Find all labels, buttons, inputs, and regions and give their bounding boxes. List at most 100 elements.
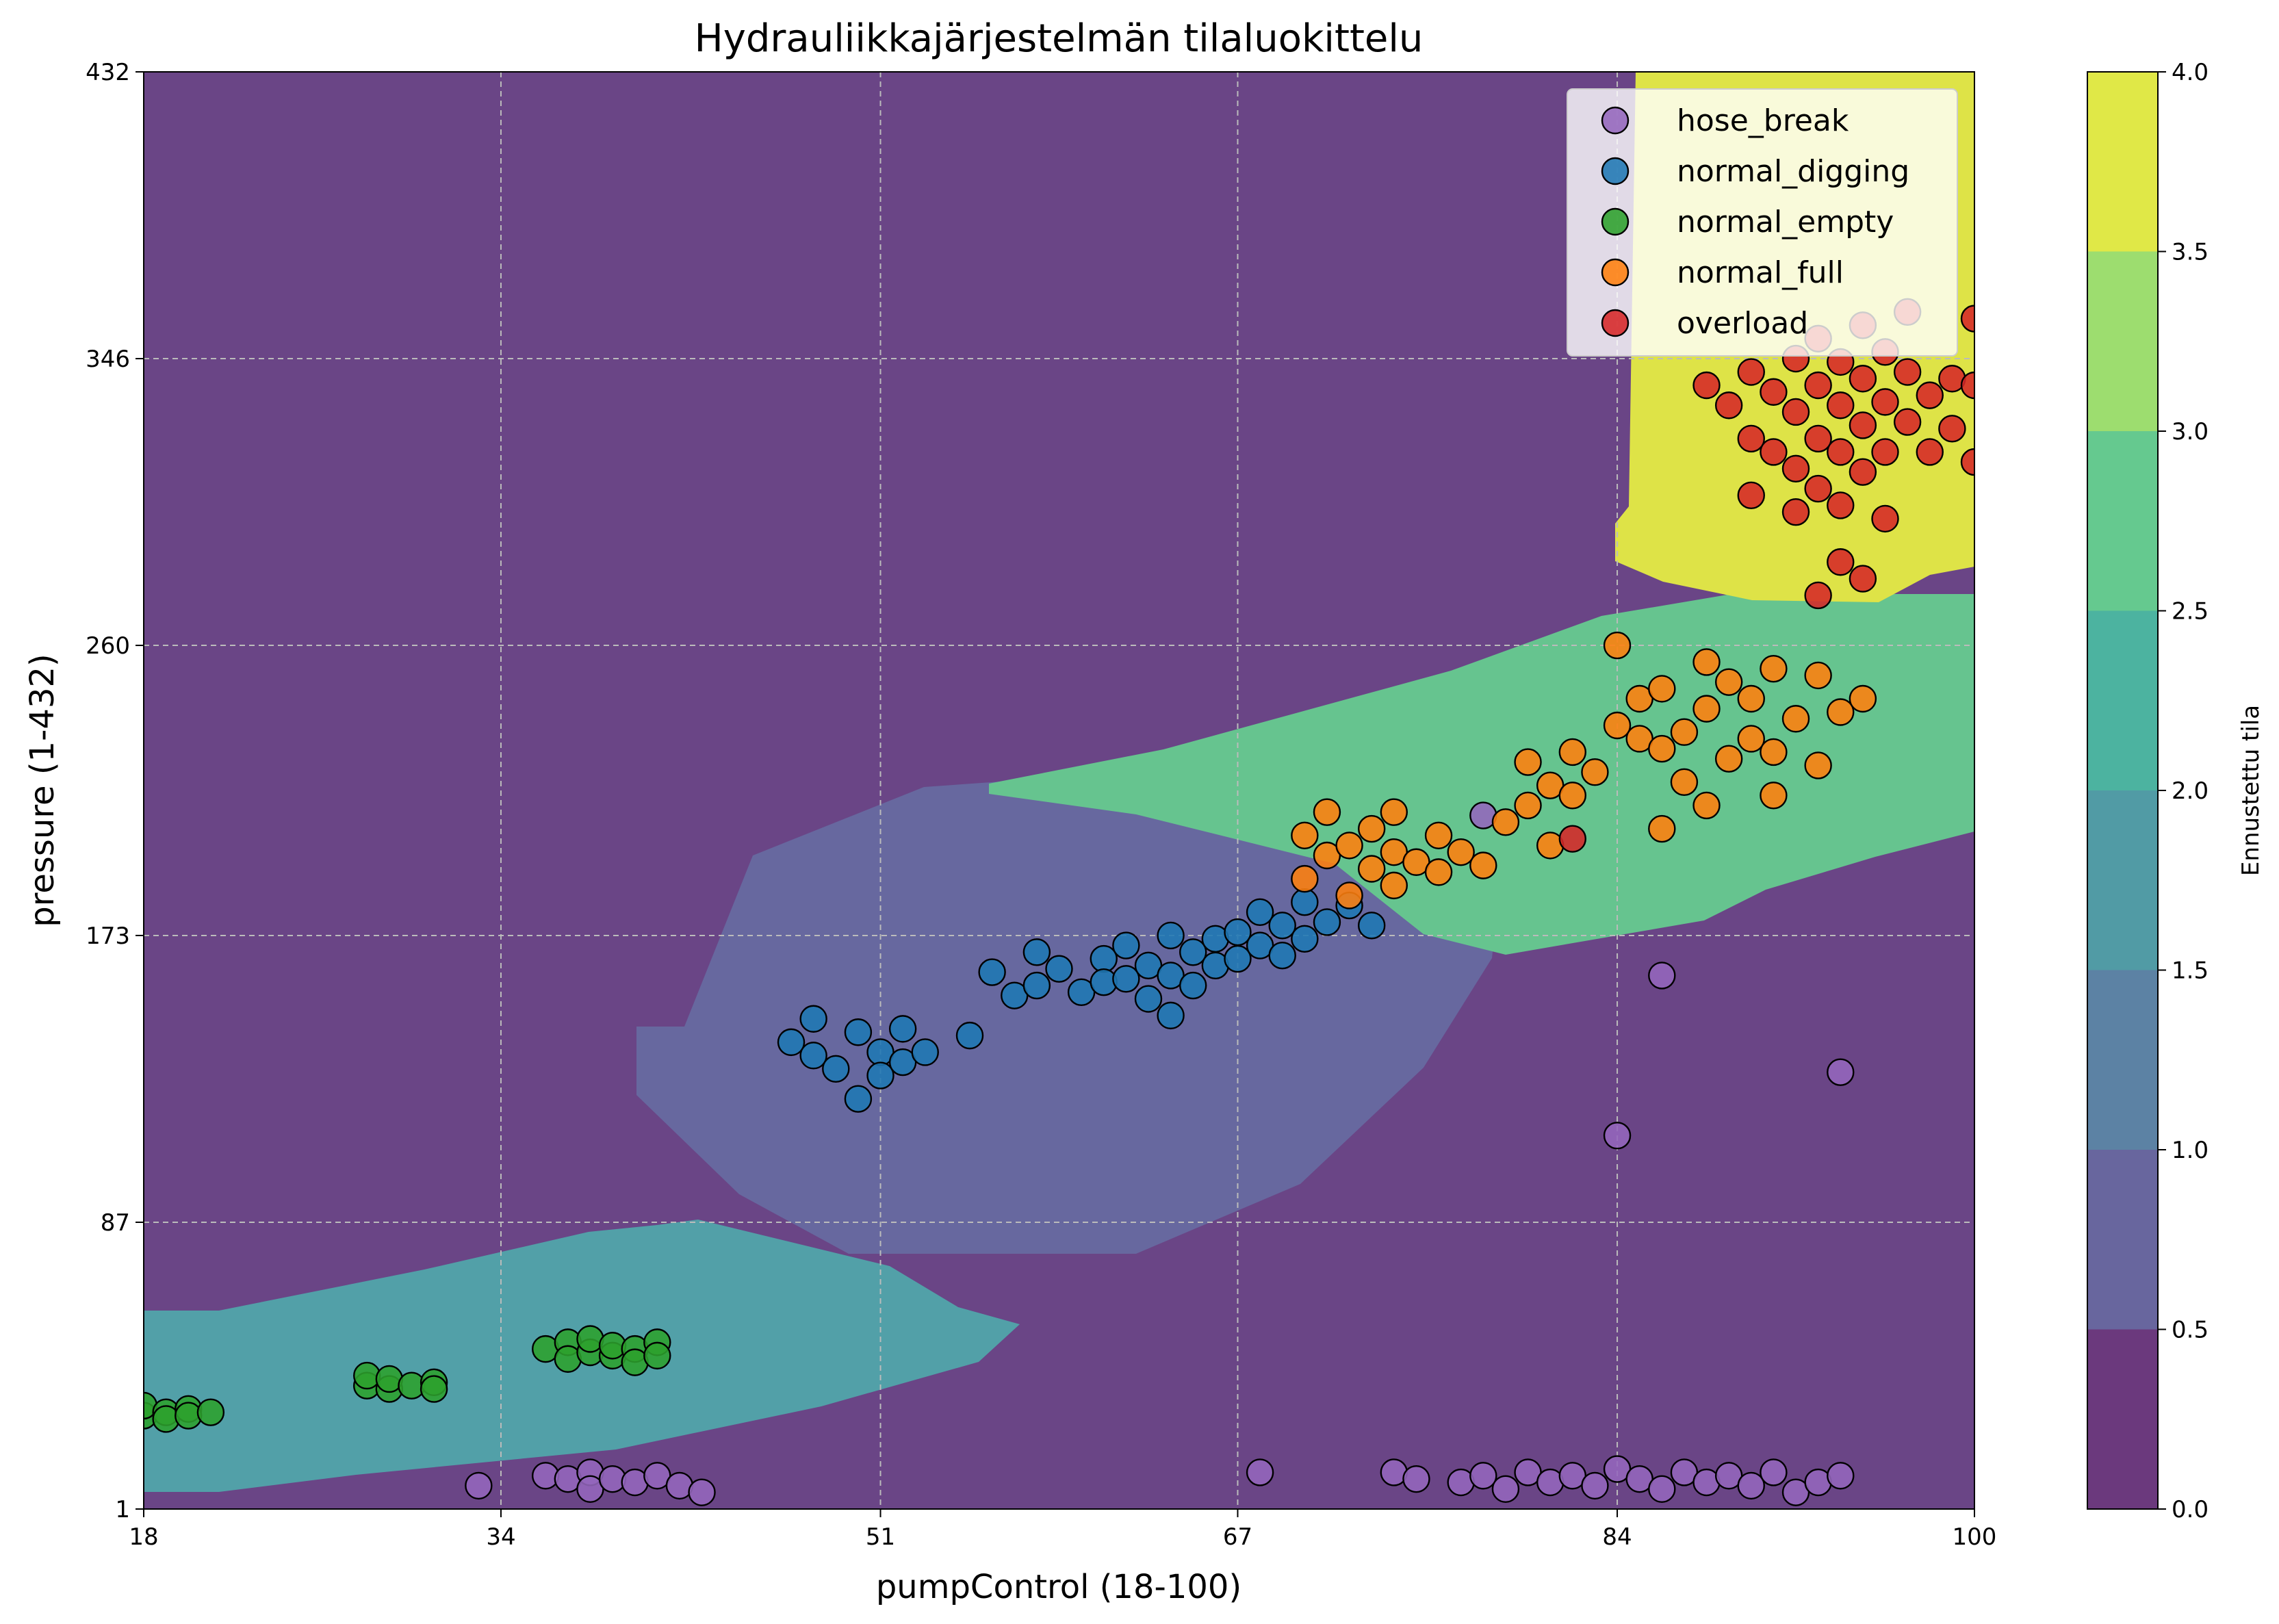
point-normal-full	[1291, 821, 1319, 849]
point-normal-digging	[1268, 912, 1296, 940]
point-normal-digging	[777, 1028, 806, 1057]
grid-lines	[144, 72, 1974, 1509]
point-normal-full	[1358, 855, 1386, 883]
legend-marker-overload	[1601, 309, 1630, 337]
point-normal-full	[1335, 881, 1363, 910]
point-normal-digging	[1179, 971, 1207, 1000]
point-hose-break	[1827, 1058, 1855, 1086]
point-overload	[1714, 391, 1743, 420]
colorbar-tick-label: 2.5	[2172, 598, 2209, 626]
point-normal-full	[1781, 705, 1810, 733]
point-normal-full	[1581, 758, 1609, 786]
legend: hose_break normal_digging normal_emptynorm…	[1567, 88, 1958, 357]
point-normal-full	[1670, 768, 1699, 797]
y-axis-label: pressure (1-432)	[23, 654, 62, 927]
point-overload	[1871, 388, 1899, 416]
point-normal-full	[1380, 871, 1408, 900]
y-tick-label: 1	[115, 1496, 130, 1523]
point-overload	[1871, 438, 1899, 466]
x-tick-label: 67	[1223, 1523, 1252, 1551]
point-normal-full	[1514, 791, 1542, 820]
point-overload	[1827, 548, 1855, 576]
point-overload	[1804, 371, 1832, 400]
point-normal-full	[1692, 648, 1721, 676]
point-normal-full	[1670, 718, 1699, 746]
x-tick-label: 18	[129, 1523, 158, 1551]
point-normal-full	[1291, 864, 1319, 893]
point-hose-break	[688, 1478, 716, 1506]
point-normal-full	[1558, 738, 1587, 766]
point-normal-full	[1714, 668, 1743, 696]
point-normal-digging	[1045, 955, 1073, 983]
legend-label: normal_empty	[1677, 205, 1894, 240]
point-normal-digging	[1268, 941, 1296, 970]
point-normal-full	[1424, 858, 1453, 886]
point-normal-digging	[1224, 918, 1252, 946]
point-normal-full	[1514, 748, 1542, 776]
colorbar-band	[2087, 1150, 2158, 1330]
colorbar-band	[2087, 1329, 2158, 1509]
point-hose-break	[1827, 1462, 1855, 1490]
point-normal-digging	[866, 1061, 894, 1090]
point-normal-full	[1469, 851, 1497, 879]
plot-frame	[143, 71, 1975, 1510]
point-normal-digging	[799, 1005, 827, 1033]
point-overload	[1893, 358, 1922, 386]
point-normal-full	[1849, 684, 1877, 713]
point-overload	[1827, 491, 1855, 519]
point-normal-full	[1737, 725, 1765, 753]
point-normal-digging	[1157, 1001, 1185, 1030]
point-normal-empty	[420, 1375, 448, 1403]
data-points	[144, 298, 1974, 1506]
legend-label: normal_full	[1677, 255, 1844, 290]
x-tick-label: 34	[486, 1523, 515, 1551]
chart-title: Hydrauliikkajärjestelmän tilaluokittelu	[695, 16, 1424, 61]
point-overload	[1916, 438, 1944, 466]
point-overload	[1760, 378, 1788, 406]
legend-marker-hose-break	[1601, 106, 1630, 135]
point-normal-full	[1827, 698, 1855, 726]
colorbar-band	[2087, 431, 2158, 611]
colorbar-tick-label: 1.0	[2172, 1137, 2209, 1164]
colorbar-label: Ennustettu tila	[2237, 705, 2265, 876]
point-normal-full	[1648, 675, 1676, 703]
legend-label: overload	[1677, 306, 1808, 341]
x-tick-label: 84	[1602, 1523, 1632, 1551]
point-overload	[1558, 825, 1587, 853]
point-overload	[1960, 305, 1974, 333]
point-overload	[1960, 371, 1974, 400]
point-normal-digging	[1157, 921, 1185, 950]
x-axis-label: pumpControl (18-100)	[876, 1568, 1241, 1606]
point-hose-break	[1469, 1462, 1497, 1490]
point-overload	[1737, 358, 1765, 386]
colorbar: 0.0 0.5 1.0 1.5 2.0 2.5 3.0 3.5 4.0	[2087, 59, 2209, 1523]
point-overload	[1781, 398, 1810, 426]
point-hose-break	[1581, 1471, 1609, 1500]
point-overload	[1849, 458, 1877, 486]
point-normal-full	[1760, 738, 1788, 766]
point-normal-full	[1313, 798, 1341, 826]
point-overload	[1916, 381, 1944, 409]
point-overload	[1827, 391, 1855, 420]
legend-label: hose_break	[1677, 103, 1849, 138]
colorbar-band	[2087, 251, 2158, 431]
point-normal-digging	[1090, 944, 1118, 973]
point-normal-digging	[1224, 944, 1252, 973]
point-normal-digging	[1291, 925, 1319, 953]
point-overload	[1804, 581, 1832, 610]
point-normal-digging	[822, 1055, 850, 1083]
x-tick-label: 100	[1953, 1523, 1997, 1551]
colorbar-tick-label: 4.0	[2172, 59, 2209, 86]
y-tick-label: 260	[86, 632, 130, 660]
point-normal-empty	[643, 1341, 671, 1370]
point-hose-break	[1491, 1475, 1520, 1503]
point-normal-full	[1558, 782, 1587, 810]
point-overload	[1804, 474, 1832, 503]
point-normal-full	[1692, 695, 1721, 723]
point-hose-break	[1402, 1465, 1430, 1493]
point-normal-digging	[1112, 931, 1140, 959]
point-overload	[1893, 408, 1922, 436]
legend-box	[1567, 88, 1958, 357]
colorbar-band	[2087, 72, 2158, 252]
point-normal-digging	[1134, 985, 1163, 1013]
